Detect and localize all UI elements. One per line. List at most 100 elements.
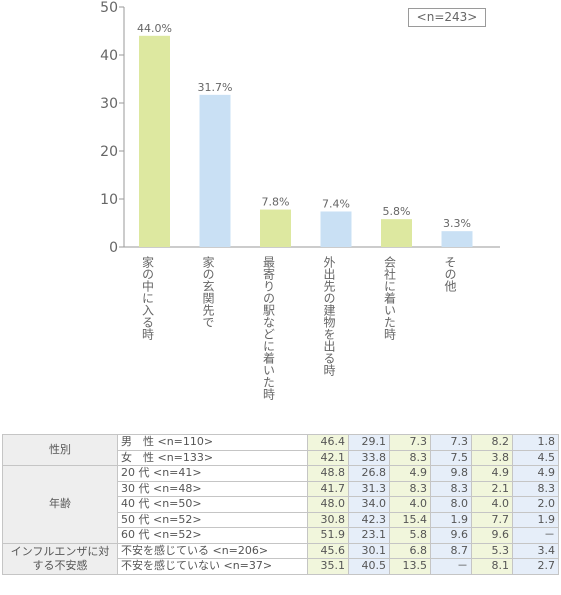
table-cell: 29.1 xyxy=(348,434,390,451)
y-tick-label: 0 xyxy=(109,240,118,256)
table-cell: 8.7 xyxy=(430,542,472,559)
table-cell: 41.7 xyxy=(307,480,349,497)
table-cell: 30.1 xyxy=(348,542,390,559)
category-label: 最寄りの駅などに着いた時 xyxy=(262,256,276,400)
table-cell: 9.6 xyxy=(430,527,472,544)
y-tick-label: 20 xyxy=(100,144,118,160)
table-cell: 35.1 xyxy=(307,558,349,575)
table-cell: － xyxy=(512,527,559,544)
row-label: 男 性 <n=110> xyxy=(117,434,308,451)
table-cell: 42.1 xyxy=(307,449,349,466)
table-cell: 3.4 xyxy=(512,542,559,559)
table-cell: 5.3 xyxy=(471,542,513,559)
row-label: 女 性 <n=133> xyxy=(117,449,308,466)
bar-chart: 0 10 20 30 40 50 44.0% 家の中に入る時 31.7% 家の玄関先で 7.8% 最寄… xyxy=(100,0,500,400)
table-row: インフルエンザに対する不安感 不安を感じている <n=206> 45.6 30.1 6.… xyxy=(2,542,559,575)
table-cell: 8.2 xyxy=(471,434,513,451)
table-cell: 23.1 xyxy=(348,527,390,544)
table-row: 40 代 <n=50> 48.0 34.0 4.0 8.0 4.0 2.0 xyxy=(3,496,559,513)
table-cell: 7.3 xyxy=(389,434,431,451)
table-cell: 26.8 xyxy=(348,465,390,482)
table-cell: 48.8 xyxy=(307,465,349,482)
table-row: 女 性 <n=133> 42.1 33.8 8.3 7.5 3.8 4.5 xyxy=(3,449,559,466)
table-cell: 48.0 xyxy=(307,496,349,513)
table-cell: 15.4 xyxy=(389,511,431,528)
table-cell: 2.1 xyxy=(471,480,513,497)
table-cell: 3.8 xyxy=(471,449,513,466)
table-row: 60 代 <n=52> 51.9 23.1 5.8 9.6 9.6 － xyxy=(3,527,559,544)
table-cell: 8.3 xyxy=(389,480,431,497)
table-cell: 4.9 xyxy=(389,465,431,482)
table-cell: 7.3 xyxy=(430,434,472,451)
table-cell: 2.7 xyxy=(512,558,559,575)
y-tick-label: 50 xyxy=(100,0,118,16)
row-label: 不安を感じていない <n=37> xyxy=(117,558,308,575)
data-label: 7.8% xyxy=(262,196,290,209)
table-cell: 4.0 xyxy=(389,496,431,513)
table-cell: 1.9 xyxy=(430,511,472,528)
table-cell: 31.3 xyxy=(348,480,390,497)
table-row: 年齢 20 代 <n=41> 48.8 26.8 4.9 9.8 4.9 4.9 xyxy=(2,465,559,544)
y-tick-label: 10 xyxy=(100,192,118,208)
table-cell: 30.8 xyxy=(307,511,349,528)
bar xyxy=(199,94,231,247)
row-label: 40 代 <n=50> xyxy=(117,496,308,513)
sample-size-label: <n=243> xyxy=(408,8,486,27)
row-label: 60 代 <n=52> xyxy=(117,527,308,544)
bar xyxy=(320,211,352,247)
category-label: その他 xyxy=(443,256,457,292)
table-cell: 2.0 xyxy=(512,496,559,513)
y-tick-label: 30 xyxy=(100,96,118,112)
table-row: 性別男 性 <n=110> 46.4 29.1 7.3 7.3 8.2 1.8 xyxy=(2,434,559,466)
bar xyxy=(441,231,473,247)
table-cell: 45.6 xyxy=(307,542,349,559)
table-cell: 34.0 xyxy=(348,496,390,513)
table-cell: 8.3 xyxy=(430,480,472,497)
table-cell: 8.3 xyxy=(512,480,559,497)
category-label: 外出先の建物を出る時 xyxy=(322,256,336,376)
table-cell: 9.6 xyxy=(471,527,513,544)
table-row: 30 代 <n=48> 41.7 31.3 8.3 8.3 2.1 8.3 xyxy=(3,480,559,497)
table-cell: 4.5 xyxy=(512,449,559,466)
table-cell: 46.4 xyxy=(307,434,349,451)
table-cell: 4.0 xyxy=(471,496,513,513)
data-label: 5.8% xyxy=(383,205,411,218)
group-label: 性別 xyxy=(2,434,118,466)
bar xyxy=(139,35,170,247)
table-cell: 4.9 xyxy=(512,465,559,482)
table-cell: 6.8 xyxy=(389,542,431,559)
data-label: 44.0% xyxy=(137,22,172,35)
breakdown-table: 性別男 性 <n=110> 46.4 29.1 7.3 7.3 8.2 1.8 女 性 <n=… xyxy=(2,434,559,575)
table-cell: 33.8 xyxy=(348,449,390,466)
category-label: 会社に着いた時 xyxy=(383,256,397,340)
table-cell: 1.9 xyxy=(512,511,559,528)
row-label: 20 代 <n=41> xyxy=(117,465,308,482)
table-row: 不安を感じていない <n=37> 35.1 40.5 13.5 － 8.1 2.7 xyxy=(3,558,559,575)
table-cell: 13.5 xyxy=(389,558,431,575)
table-cell: 8.1 xyxy=(471,558,513,575)
data-label: 7.4% xyxy=(322,197,350,210)
table-cell: 40.5 xyxy=(348,558,390,575)
row-label: 50 代 <n=52> xyxy=(117,511,308,528)
table-cell: 4.9 xyxy=(471,465,513,482)
table-cell: 42.3 xyxy=(348,511,390,528)
bar xyxy=(381,219,412,247)
category-label: 家の玄関先で xyxy=(201,255,215,328)
group-label: インフルエンザに対する不安感 xyxy=(2,542,118,575)
table-cell: 9.8 xyxy=(430,465,472,482)
table-cell: 5.8 xyxy=(389,527,431,544)
table-cell: 7.7 xyxy=(471,511,513,528)
row-label: 30 代 <n=48> xyxy=(117,480,308,497)
table-cell: 51.9 xyxy=(307,527,349,544)
table-cell: 1.8 xyxy=(512,434,559,451)
group-label: 年齢 xyxy=(2,465,118,544)
y-tick-label: 40 xyxy=(100,48,118,64)
table-cell: 8.3 xyxy=(389,449,431,466)
table-cell: 8.0 xyxy=(430,496,472,513)
table-cell: － xyxy=(430,558,472,575)
table-cell: 7.5 xyxy=(430,449,472,466)
bar xyxy=(260,209,291,247)
data-label: 31.7% xyxy=(198,81,233,94)
data-label: 3.3% xyxy=(443,217,471,230)
row-label: 不安を感じている <n=206> xyxy=(117,542,308,559)
